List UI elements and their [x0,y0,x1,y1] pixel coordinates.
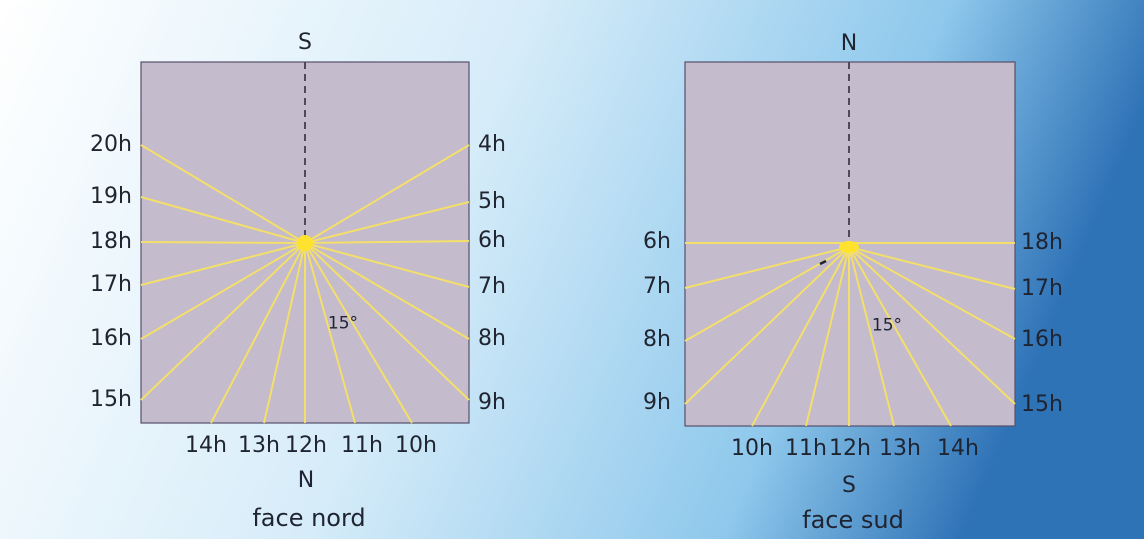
bottom-letter: N [297,468,315,493]
hour-label-bottom: 12h [285,433,327,458]
ray-13h [263,242,306,424]
angle-label: 15° [871,315,903,336]
ray-20h [140,144,306,244]
hour-label-left: 9h [643,390,671,415]
top-letter: S [298,30,312,55]
ray-15h [140,242,306,401]
ray-17h [140,242,306,286]
hour-label-right: 15h [1021,392,1063,417]
bottom-letter: S [842,473,856,498]
angle-tick [819,259,827,266]
ray-4h [304,144,470,244]
ray-11h [304,242,356,424]
hour-label-bottom: 11h [341,433,383,458]
ray-18h [140,241,306,244]
hour-label-left: 17h [90,272,132,297]
hour-label-left: 18h [90,229,132,254]
sun-center [297,235,313,251]
hour-label-left: 16h [90,326,132,351]
ray-8h [304,242,470,340]
hour-rays [140,144,470,424]
ray-10h [304,242,413,424]
top-letter: N [840,31,858,56]
ray-14h [848,246,952,427]
ray-7h [684,246,850,289]
hour-label-right: 4h [478,132,506,157]
hour-label-right: 6h [478,228,506,253]
ray-5h [304,201,470,244]
ray-9h [304,242,470,401]
hour-label-left: 20h [90,132,132,157]
hour-label-right: 16h [1021,327,1063,352]
hour-label-left: 19h [90,184,132,209]
hour-label-left: 7h [643,274,671,299]
hour-label-right: 9h [478,390,506,415]
ray-6h [304,240,470,244]
hour-label-right: 7h [478,274,506,299]
face-caption: face nord [252,504,366,532]
sun-center [839,241,859,253]
ray-15h [848,246,1016,405]
hour-label-right: 18h [1021,230,1063,255]
hour-label-right: 8h [478,326,506,351]
hour-label-bottom: 14h [185,433,227,458]
hour-label-bottom: 12h [829,436,871,461]
hour-label-bottom: 10h [395,433,437,458]
ray-7h [304,242,470,288]
hour-label-right: 17h [1021,276,1063,301]
hour-label-bottom: 10h [731,436,773,461]
hour-label-right: 5h [478,189,506,214]
hour-label-left: 8h [643,327,671,352]
hour-label-bottom: 13h [238,433,280,458]
ray-17h [848,246,1016,290]
ray-13h [848,246,895,427]
ray-10h [751,246,850,427]
ray-16h [140,242,306,340]
ray-19h [140,196,306,244]
face-caption: face sud [802,506,904,534]
hour-label-bottom: 13h [879,436,921,461]
ray-9h [684,246,850,405]
hour-label-bottom: 11h [785,436,827,461]
ray-16h [848,246,1016,340]
hour-label-left: 15h [90,387,132,412]
angle-label: 15° [327,313,359,334]
hour-label-left: 6h [643,229,671,254]
ray-11h [805,246,850,427]
ray-14h [210,242,306,424]
hour-label-bottom: 14h [937,436,979,461]
